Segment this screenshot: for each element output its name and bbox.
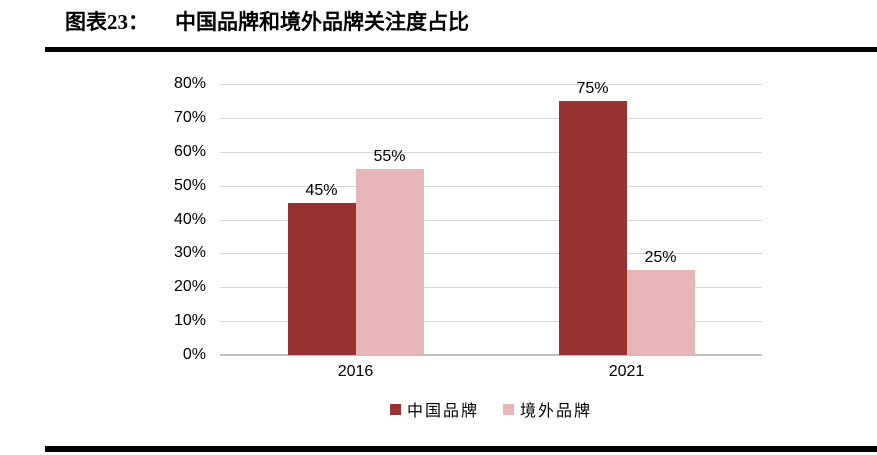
x-tick-label: 2016 xyxy=(337,363,374,380)
y-tick-label: 50% xyxy=(173,176,206,194)
figure-title: 图表23： 中国品牌和境外品牌关注度占比 xyxy=(65,6,469,36)
gridline xyxy=(220,253,762,255)
bar-中国品牌-2021 xyxy=(558,100,627,355)
gridline xyxy=(220,321,762,323)
x-axis-tick-labels: 2016 2021 xyxy=(220,363,762,385)
x-tick-label: 2021 xyxy=(608,363,645,380)
figure-title-text: 中国品牌和境外品牌关注度占比 xyxy=(175,10,469,34)
y-tick-label: 20% xyxy=(173,278,206,296)
bar-中国品牌-2016 xyxy=(287,202,356,355)
legend-swatch-icon xyxy=(389,403,401,415)
gridline xyxy=(220,287,762,289)
bar-value-label: 45% xyxy=(305,181,338,199)
bar-value-label: 55% xyxy=(373,147,406,165)
y-tick-label: 60% xyxy=(173,142,206,160)
x-axis-line xyxy=(220,354,762,356)
figure-number-label: 图表23： xyxy=(65,10,149,34)
legend-label: 境外品牌 xyxy=(520,403,593,420)
bar-value-label: 25% xyxy=(644,249,677,267)
gridline xyxy=(220,117,762,119)
legend-item-境外品牌: 境外品牌 xyxy=(503,397,592,421)
bar-境外品牌-2016 xyxy=(355,168,424,355)
y-tick-label: 0% xyxy=(182,346,206,363)
legend-item-中国品牌: 中国品牌 xyxy=(389,397,479,421)
y-tick-label: 70% xyxy=(173,108,206,126)
y-tick-label: 40% xyxy=(173,210,206,228)
y-axis-tick-labels: 0% 10% 20% 30% 40% 50% 60% 70% 80% xyxy=(0,75,206,363)
chart-legend: 中国品牌 境外品牌 xyxy=(220,397,762,421)
legend-label: 中国品牌 xyxy=(406,403,479,420)
gridline xyxy=(220,151,762,153)
gridline xyxy=(220,185,762,187)
legend-swatch-icon xyxy=(503,403,514,415)
plot-area: 45% 55% 75% 25% xyxy=(220,80,762,356)
gridline xyxy=(220,219,762,221)
top-rule xyxy=(45,47,877,52)
bar-境外品牌-2021 xyxy=(626,270,695,355)
bottom-rule xyxy=(45,446,877,452)
y-tick-label: 30% xyxy=(173,244,206,262)
gridline xyxy=(220,84,762,85)
bar-value-label: 75% xyxy=(576,79,609,97)
y-tick-label: 10% xyxy=(173,312,206,330)
y-tick-label: 80% xyxy=(173,75,206,92)
